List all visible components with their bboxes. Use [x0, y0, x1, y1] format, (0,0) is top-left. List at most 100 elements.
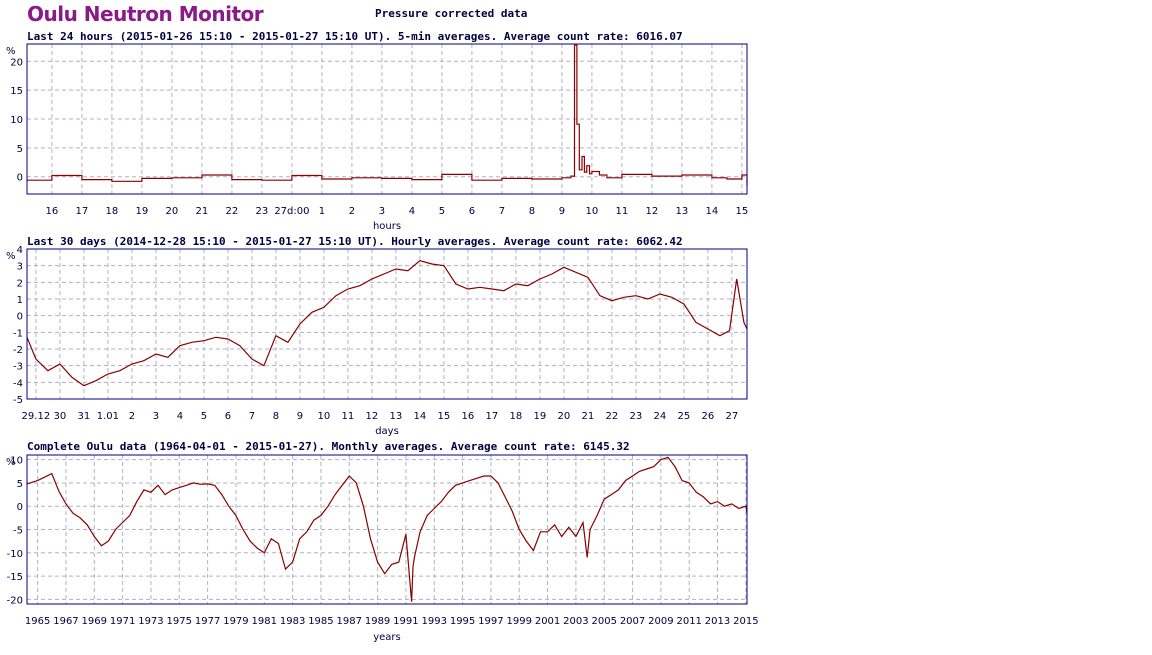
xtick-24h-8: 27d:00	[274, 206, 309, 217]
xtick-complete-24: 2013	[705, 616, 730, 627]
xtick-24h-23: 15	[736, 206, 749, 217]
xtick-30d-4: 2	[129, 411, 135, 422]
xtick-complete-6: 1977	[195, 616, 220, 627]
xtick-complete-9: 1983	[280, 616, 305, 627]
xtick-24h-2: 18	[106, 206, 119, 217]
plot-frame-complete	[26, 454, 748, 605]
ylabel-30d: %	[6, 251, 16, 262]
site-title: Oulu Neutron Monitor	[27, 2, 264, 26]
chart-title-30d: Last 30 days (2014-12-28 15:10 - 2015-01…	[27, 235, 683, 248]
chart-title-24h: Last 24 hours (2015-01-26 15:10 - 2015-0…	[27, 30, 683, 43]
xtick-complete-10: 1985	[308, 616, 333, 627]
xtick-24h-1: 17	[76, 206, 89, 217]
ylabel-24h: %	[6, 46, 16, 57]
xtick-complete-1: 1967	[53, 616, 78, 627]
xtick-complete-15: 1995	[450, 616, 475, 627]
xtick-24h-10: 2	[349, 206, 355, 217]
ylabel-complete: %	[6, 457, 16, 468]
xtick-30d-3: 1.01	[97, 411, 119, 422]
xtick-30d-24: 22	[606, 411, 619, 422]
xlabel-complete: years	[373, 632, 401, 643]
xtick-30d-27: 25	[678, 411, 691, 422]
xtick-24h-16: 8	[529, 206, 535, 217]
ytick-24h-2: 10	[10, 115, 23, 126]
xtick-30d-28: 26	[702, 411, 715, 422]
ytick-complete-2: -10	[7, 549, 23, 560]
xtick-complete-7: 1979	[223, 616, 248, 627]
xtick-30d-0: 29.12	[22, 411, 51, 422]
ytick-30d-8: 3	[17, 262, 23, 273]
xtick-24h-6: 22	[226, 206, 239, 217]
xtick-complete-17: 1999	[507, 616, 532, 627]
xtick-30d-18: 16	[462, 411, 475, 422]
xtick-complete-21: 2007	[620, 616, 645, 627]
xlabel-24h: hours	[373, 221, 401, 232]
ytick-complete-6: 10	[10, 456, 23, 467]
xtick-24h-20: 12	[646, 206, 659, 217]
xtick-24h-0: 16	[46, 206, 59, 217]
xtick-30d-2: 31	[78, 411, 91, 422]
xtick-complete-3: 1971	[110, 616, 135, 627]
xtick-30d-6: 4	[177, 411, 183, 422]
ytick-30d-6: 1	[17, 295, 23, 306]
xtick-complete-2: 1969	[82, 616, 107, 627]
xtick-24h-12: 4	[409, 206, 415, 217]
xtick-24h-19: 11	[616, 206, 629, 217]
xtick-24h-22: 14	[706, 206, 719, 217]
xtick-30d-11: 9	[297, 411, 303, 422]
ytick-complete-4: 0	[17, 502, 23, 513]
xtick-30d-13: 11	[342, 411, 355, 422]
ytick-30d-2: -3	[13, 362, 23, 373]
ytick-30d-3: -2	[13, 345, 23, 356]
xtick-30d-8: 6	[225, 411, 231, 422]
ytick-30d-9: 4	[17, 245, 23, 256]
ytick-30d-5: 0	[17, 312, 23, 323]
xtick-complete-11: 1987	[337, 616, 362, 627]
xtick-complete-8: 1981	[252, 616, 277, 627]
ytick-24h-3: 15	[10, 86, 23, 97]
xtick-complete-22: 2009	[648, 616, 673, 627]
series-line-complete	[26, 456, 748, 602]
xtick-24h-9: 1	[319, 206, 325, 217]
xtick-30d-1: 30	[54, 411, 67, 422]
xtick-24h-17: 9	[559, 206, 565, 217]
chart-title-complete: Complete Oulu data (1964-04-01 - 2015-01…	[27, 440, 630, 453]
series-line-30d	[26, 260, 748, 387]
xtick-complete-16: 1997	[478, 616, 503, 627]
xtick-complete-12: 1989	[365, 616, 390, 627]
xtick-complete-20: 2005	[591, 616, 616, 627]
ytick-30d-1: -4	[13, 378, 23, 389]
ytick-complete-5: 5	[17, 479, 23, 490]
xtick-30d-20: 18	[510, 411, 523, 422]
xtick-30d-26: 24	[654, 411, 667, 422]
xtick-30d-10: 8	[273, 411, 279, 422]
xtick-complete-14: 1993	[422, 616, 447, 627]
xtick-30d-23: 21	[582, 411, 595, 422]
plot-frame-30d	[26, 248, 748, 400]
xtick-30d-15: 13	[390, 411, 403, 422]
xtick-30d-14: 12	[366, 411, 379, 422]
ytick-complete-1: -15	[7, 572, 23, 583]
xtick-complete-25: 2015	[733, 616, 758, 627]
xtick-complete-18: 2001	[535, 616, 560, 627]
plot-frame-24h	[26, 43, 748, 195]
xtick-30d-7: 5	[201, 411, 207, 422]
xtick-30d-17: 15	[438, 411, 451, 422]
page-subtitle: Pressure corrected data	[375, 7, 528, 20]
xtick-24h-3: 19	[136, 206, 149, 217]
xtick-30d-12: 10	[318, 411, 331, 422]
xtick-24h-7: 23	[256, 206, 269, 217]
xtick-complete-4: 1973	[138, 616, 163, 627]
xtick-30d-5: 3	[153, 411, 159, 422]
xtick-30d-21: 19	[534, 411, 547, 422]
xtick-30d-22: 20	[558, 411, 571, 422]
xtick-24h-18: 10	[586, 206, 599, 217]
xtick-30d-19: 17	[486, 411, 499, 422]
xtick-24h-15: 7	[499, 206, 505, 217]
ytick-30d-7: 2	[17, 278, 23, 289]
xtick-complete-13: 1991	[393, 616, 418, 627]
xlabel-30d: days	[375, 426, 399, 437]
ytick-24h-1: 5	[17, 144, 23, 155]
